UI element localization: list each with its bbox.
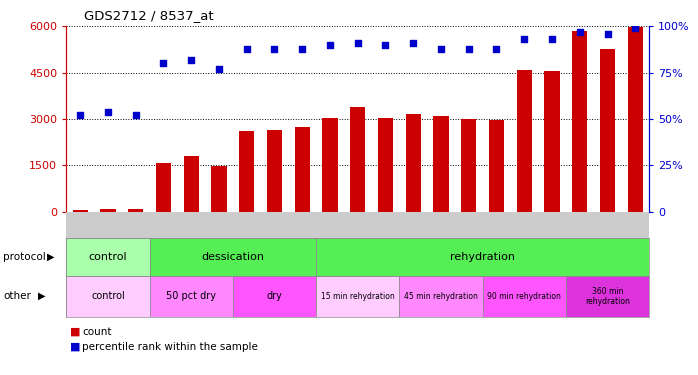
Point <box>352 40 363 46</box>
Text: GDS2712 / 8537_at: GDS2712 / 8537_at <box>84 9 214 22</box>
Bar <box>566 276 649 317</box>
Text: 15 min rehydration: 15 min rehydration <box>321 292 394 301</box>
Bar <box>101 209 116 212</box>
Bar <box>149 238 316 276</box>
Text: control: control <box>89 252 127 262</box>
Bar <box>628 27 643 212</box>
Bar <box>239 131 254 212</box>
Point <box>491 45 502 51</box>
Text: ▶: ▶ <box>47 252 54 262</box>
Bar <box>267 130 282 212</box>
Point <box>380 42 391 48</box>
Text: dry: dry <box>267 291 283 301</box>
Point <box>547 36 558 42</box>
Bar <box>66 238 149 276</box>
Point <box>158 60 169 66</box>
Bar <box>600 50 615 212</box>
Bar <box>316 238 649 276</box>
Point <box>297 45 308 51</box>
Point <box>408 40 419 46</box>
Bar <box>406 114 421 212</box>
Text: protocol: protocol <box>3 252 46 262</box>
Text: dessication: dessication <box>201 252 265 262</box>
Text: count: count <box>82 327 112 337</box>
Point <box>325 42 336 48</box>
Bar <box>399 276 482 317</box>
Bar <box>517 70 532 212</box>
Bar <box>66 276 149 317</box>
Point <box>214 66 225 72</box>
Bar <box>149 276 233 317</box>
Point <box>269 45 280 51</box>
Text: other: other <box>3 291 31 301</box>
Bar <box>73 210 88 212</box>
Bar <box>378 117 393 212</box>
Bar <box>461 119 476 212</box>
Text: 45 min rehydration: 45 min rehydration <box>404 292 478 301</box>
Point <box>241 45 252 51</box>
Bar <box>211 166 227 212</box>
Bar <box>572 31 588 212</box>
Text: 90 min rehydration: 90 min rehydration <box>487 292 561 301</box>
Text: rehydration: rehydration <box>450 252 515 262</box>
Bar <box>489 120 504 212</box>
Text: ■: ■ <box>70 342 80 352</box>
Text: ▶: ▶ <box>38 291 46 301</box>
Text: 360 min
rehydration: 360 min rehydration <box>585 286 630 306</box>
Point <box>436 45 447 51</box>
Point <box>186 57 197 63</box>
Point <box>130 112 141 118</box>
Point <box>574 29 586 35</box>
Bar <box>295 127 310 212</box>
Text: 50 pct dry: 50 pct dry <box>166 291 216 301</box>
Point <box>75 112 86 118</box>
Bar <box>233 276 316 317</box>
Point <box>519 36 530 42</box>
Bar <box>482 276 566 317</box>
Bar <box>316 276 399 317</box>
Point <box>630 25 641 31</box>
Bar <box>433 116 449 212</box>
Bar <box>322 118 338 212</box>
Point <box>103 109 114 115</box>
Point <box>463 45 475 51</box>
Bar <box>350 107 365 212</box>
Text: control: control <box>91 291 125 301</box>
Point <box>602 31 613 37</box>
Bar <box>156 163 171 212</box>
Bar <box>544 71 560 212</box>
Bar <box>128 209 143 212</box>
Bar <box>184 156 199 212</box>
Text: percentile rank within the sample: percentile rank within the sample <box>82 342 258 352</box>
Text: ■: ■ <box>70 327 80 337</box>
